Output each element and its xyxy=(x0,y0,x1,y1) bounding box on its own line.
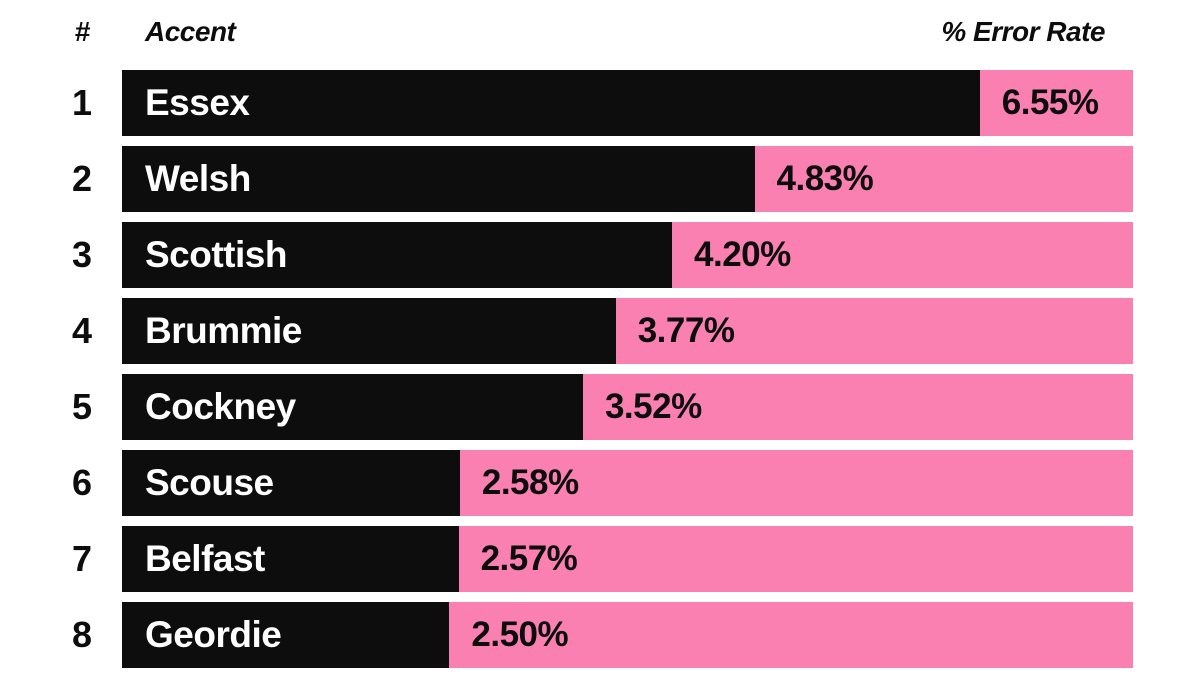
bar-fill: Welsh xyxy=(122,146,755,212)
bar-row: 6 Scouse 2.58% xyxy=(0,450,1200,516)
bar-row: 1 Essex 6.55% xyxy=(0,70,1200,136)
accent-label: Geordie xyxy=(145,614,282,655)
rank-label: 8 xyxy=(71,614,93,655)
accent-label: Scottish xyxy=(145,234,287,275)
rank-label: 7 xyxy=(71,538,93,579)
value-label: 4.20% xyxy=(694,235,791,274)
bar-track: Belfast 2.57% xyxy=(122,526,1133,592)
rank-label: 4 xyxy=(71,310,93,351)
accent-column-header: Accent xyxy=(145,16,236,47)
accent-label: Belfast xyxy=(145,538,265,579)
bar-row: 4 Brummie 3.77% xyxy=(0,298,1200,364)
value-label: 2.58% xyxy=(481,463,579,502)
bar-rows: 1 Essex 6.55% 2 Welsh 4.83% 3 Scottish 4.20% 4 Bru… xyxy=(0,70,1200,678)
bar-row: 3 Scottish 4.20% xyxy=(0,222,1200,288)
value-label: 3.77% xyxy=(637,311,735,350)
value-label: 2.50% xyxy=(471,615,569,654)
bar-row: 7 Belfast 2.57% xyxy=(0,526,1200,592)
rank-label: 2 xyxy=(71,158,93,199)
bar-fill: Scottish xyxy=(122,222,673,288)
rank-label: 3 xyxy=(71,234,93,275)
column-headers: # Accent % Error Rate xyxy=(0,10,1200,54)
bar-row: 8 Geordie 2.50% xyxy=(0,602,1200,668)
value-label: 6.55% xyxy=(1001,83,1099,122)
bar-row: 5 Cockney 3.52% xyxy=(0,374,1200,440)
accent-label: Welsh xyxy=(145,158,251,199)
bar-fill: Scouse xyxy=(122,450,460,516)
bar-track: Cockney 3.52% xyxy=(122,374,1133,440)
accent-label: Scouse xyxy=(145,462,274,503)
value-label: 2.57% xyxy=(480,539,578,578)
bar-track: Scouse 2.58% xyxy=(122,450,1133,516)
bar-fill: Belfast xyxy=(122,526,459,592)
bar-track: Brummie 3.77% xyxy=(122,298,1133,364)
value-label: 4.83% xyxy=(776,159,874,198)
error-rate-column-header: % Error Rate xyxy=(941,16,1105,47)
bar-track: Welsh 4.83% xyxy=(122,146,1133,212)
rank-label: 5 xyxy=(71,386,93,427)
bar-fill: Cockney xyxy=(122,374,583,440)
bar-fill: Brummie xyxy=(122,298,616,364)
accent-label: Essex xyxy=(145,82,250,123)
bar-track: Essex 6.55% xyxy=(122,70,1133,136)
bar-fill: Essex xyxy=(122,70,980,136)
bar-row: 2 Welsh 4.83% xyxy=(0,146,1200,212)
accent-label: Cockney xyxy=(145,386,296,427)
bar-track: Scottish 4.20% xyxy=(122,222,1133,288)
rank-label: 6 xyxy=(71,462,93,503)
bar-track: Geordie 2.50% xyxy=(122,602,1133,668)
accent-label: Brummie xyxy=(145,310,302,351)
rank-column-header: # xyxy=(74,16,90,47)
rank-label: 1 xyxy=(71,82,93,123)
bar-fill: Geordie xyxy=(122,602,450,668)
value-label: 3.52% xyxy=(604,387,702,426)
